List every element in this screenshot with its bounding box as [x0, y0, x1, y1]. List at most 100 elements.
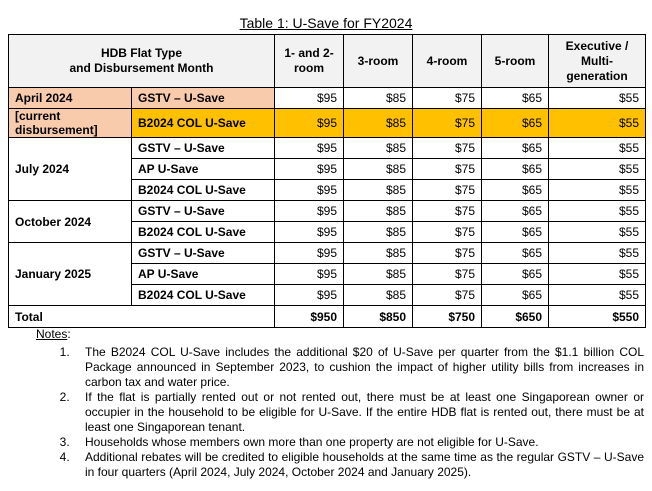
- month-cell-january-2025: January 2025: [8, 242, 132, 306]
- value-cell: $75: [412, 200, 483, 222]
- value-cell: $55: [548, 108, 647, 138]
- value-cell: $85: [343, 284, 414, 306]
- value-cell: $95: [274, 87, 345, 109]
- value-cell: $55: [548, 158, 647, 180]
- value-cell: $75: [412, 263, 483, 285]
- value-cell: $75: [412, 284, 483, 306]
- type-cell: B2024 COL U-Save: [130, 179, 276, 201]
- table-row: April 2024 GSTV – U-Save $95 $85 $75 $65…: [8, 87, 647, 109]
- value-cell: $95: [274, 108, 345, 138]
- value-cell: $65: [481, 284, 550, 306]
- type-cell: GSTV – U-Save: [130, 137, 276, 159]
- notes-section: Notes: The B2024 COL U-Save includes the…: [36, 327, 644, 480]
- table-row: October 2024 GSTV – U-Save $95 $85 $75 $…: [8, 200, 647, 243]
- total-value: $650: [481, 305, 550, 328]
- header-flat-type-line2: and Disbursement Month: [69, 61, 214, 75]
- month-cell-current-disbursement: [current disbursement]: [8, 108, 132, 138]
- table-row: July 2024 GSTV – U-Save $95 $85 $75 $65 …: [8, 137, 647, 201]
- value-cell: $65: [481, 179, 550, 201]
- value-cell: $85: [343, 158, 414, 180]
- type-cell: AP U-Save: [130, 158, 276, 180]
- total-value: $850: [343, 305, 414, 328]
- value-cell: $75: [412, 221, 483, 243]
- total-row: Total $950 $850 $750 $650 $550: [7, 305, 647, 328]
- value-cell: $55: [548, 137, 647, 159]
- type-cell: B2024 COL U-Save: [130, 221, 276, 243]
- header-col-1-2-room: 1- and 2-room: [274, 34, 345, 88]
- value-cell: $65: [481, 87, 550, 109]
- value-cell: $55: [548, 87, 647, 109]
- value-cell: $65: [481, 108, 550, 138]
- note-text: Households whose members own more than o…: [85, 435, 539, 449]
- month-cell-april-2024: April 2024: [8, 87, 132, 109]
- u-save-table: HDB Flat Type and Disbursement Month 1- …: [7, 34, 647, 328]
- notes-title: Notes: [36, 327, 68, 341]
- type-cell: GSTV – U-Save: [130, 242, 276, 264]
- value-cell: $65: [481, 200, 550, 222]
- value-cell: $95: [274, 221, 345, 243]
- value-cell: $75: [412, 108, 483, 138]
- total-value: $950: [274, 305, 345, 328]
- value-cell: $65: [481, 137, 550, 159]
- value-cell: $55: [548, 263, 647, 285]
- value-cell: $95: [274, 263, 345, 285]
- header-col-3-room: 3-room: [343, 34, 414, 88]
- header-row: HDB Flat Type and Disbursement Month 1- …: [7, 34, 647, 88]
- note-text: The B2024 COL U-Save includes the additi…: [85, 345, 644, 389]
- value-cell: $85: [343, 242, 414, 264]
- month-label: April 2024: [15, 91, 73, 105]
- total-value: $550: [548, 305, 647, 328]
- note-item: The B2024 COL U-Save includes the additi…: [73, 345, 644, 390]
- type-cell: GSTV – U-Save: [130, 200, 276, 222]
- note-item: If the flat is partially rented out or n…: [73, 390, 644, 435]
- value-cell: $75: [412, 179, 483, 201]
- note-text: Additional rebates will be credited to e…: [85, 450, 644, 479]
- value-cell: $85: [343, 200, 414, 222]
- table-row: B2024 COL U-Save $95 $85 $75 $65 $55: [9, 221, 647, 243]
- header-col-executive: Executive / Multi-generation: [548, 34, 647, 88]
- notes-list: The B2024 COL U-Save includes the additi…: [36, 345, 644, 480]
- value-cell: $55: [548, 284, 647, 306]
- value-cell: $75: [412, 137, 483, 159]
- value-cell: $85: [343, 179, 414, 201]
- value-cell: $65: [481, 263, 550, 285]
- type-cell: AP U-Save: [130, 263, 276, 285]
- table-row: January 2025 GSTV – U-Save $95 $85 $75 $…: [8, 242, 647, 306]
- value-cell: $55: [548, 179, 647, 201]
- value-cell: $75: [412, 87, 483, 109]
- total-label: Total: [7, 305, 276, 328]
- type-cell: GSTV – U-Save: [130, 87, 276, 109]
- value-cell: $65: [481, 221, 550, 243]
- type-cell: B2024 COL U-Save: [130, 284, 276, 306]
- month-cell-july-2024: July 2024: [8, 137, 132, 201]
- value-cell: $85: [343, 137, 414, 159]
- value-cell: $55: [548, 242, 647, 264]
- value-cell: $75: [412, 242, 483, 264]
- table-row: AP U-Save $95 $85 $75 $65 $55: [9, 263, 647, 285]
- notes-colon: :: [67, 327, 71, 341]
- header-flat-type: HDB Flat Type and Disbursement Month: [7, 34, 276, 88]
- month-cell-october-2024: October 2024: [8, 200, 132, 243]
- total-value: $750: [412, 305, 483, 328]
- type-cell: B2024 COL U-Save: [130, 108, 276, 138]
- header-col-4-room: 4-room: [412, 34, 483, 88]
- value-cell: $95: [274, 179, 345, 201]
- table-row: B2024 COL U-Save $95 $85 $75 $65 $55: [9, 284, 647, 306]
- table-caption: Table 1: U-Save for FY2024: [0, 15, 652, 31]
- value-cell: $65: [481, 242, 550, 264]
- value-cell: $95: [274, 284, 345, 306]
- month-sublabel: [current disbursement]: [15, 109, 98, 137]
- value-cell: $95: [274, 200, 345, 222]
- value-cell: $95: [274, 137, 345, 159]
- table-caption-text: Table 1: U-Save for FY2024: [239, 15, 413, 31]
- note-item: Additional rebates will be credited to e…: [73, 450, 644, 480]
- value-cell: $85: [343, 87, 414, 109]
- value-cell: $55: [548, 200, 647, 222]
- value-cell: $85: [343, 221, 414, 243]
- table-row-current: [current disbursement] B2024 COL U-Save …: [8, 108, 647, 138]
- value-cell: $65: [481, 158, 550, 180]
- value-cell: $85: [343, 108, 414, 138]
- note-item: Households whose members own more than o…: [73, 435, 644, 450]
- value-cell: $55: [548, 221, 647, 243]
- table-row: AP U-Save $95 $85 $75 $65 $55: [9, 158, 647, 180]
